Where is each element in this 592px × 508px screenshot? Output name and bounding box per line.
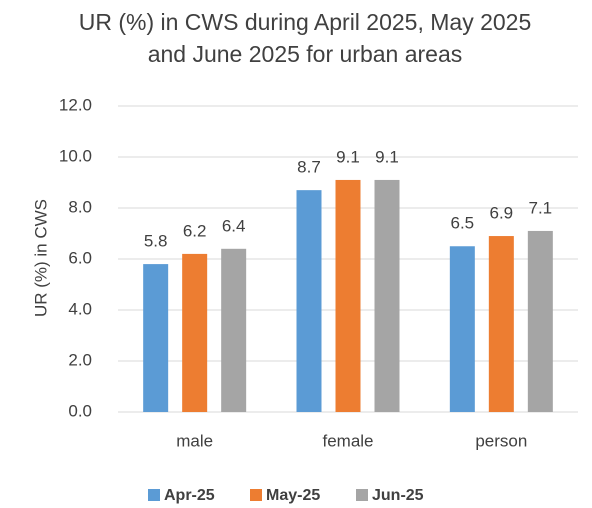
y-tick-label: 0.0 [68, 401, 92, 420]
bar [221, 248, 247, 412]
y-tick-label: 6.0 [68, 248, 92, 267]
bar [143, 264, 169, 412]
value-label: 6.9 [490, 204, 514, 223]
legend-label: Jun-25 [372, 487, 424, 504]
chart-title: UR (%) in CWS during April 2025, May 202… [78, 9, 532, 67]
value-label: 6.5 [451, 214, 475, 233]
value-label: 8.7 [297, 158, 321, 177]
legend-label: May-25 [266, 487, 320, 504]
legend-swatch [148, 489, 160, 501]
bar [182, 253, 208, 412]
y-tick-label: 4.0 [68, 299, 92, 318]
value-label: 7.1 [529, 198, 553, 217]
y-tick-label: 12.0 [59, 95, 92, 114]
y-tick-label: 8.0 [68, 197, 92, 216]
legend-swatch [356, 489, 368, 501]
value-label: 6.4 [222, 216, 246, 235]
value-label: 9.1 [336, 147, 360, 166]
bar [374, 179, 400, 412]
bar [488, 236, 514, 412]
bar [296, 190, 322, 412]
y-tick-label: 10.0 [59, 146, 92, 165]
y-axis-label: UR (%) in CWS [31, 199, 50, 317]
value-label: 6.2 [183, 221, 207, 240]
x-tick-label: person [475, 431, 527, 450]
y-tick-label: 2.0 [68, 350, 92, 369]
x-tick-label: male [176, 431, 213, 450]
legend-swatch [250, 489, 262, 501]
bar [527, 230, 553, 412]
x-tick-label: female [322, 431, 373, 450]
value-label: 5.8 [144, 232, 168, 251]
legend-label: Apr-25 [164, 487, 215, 504]
bar [449, 246, 475, 412]
bar [335, 179, 361, 412]
value-label: 9.1 [375, 147, 399, 166]
